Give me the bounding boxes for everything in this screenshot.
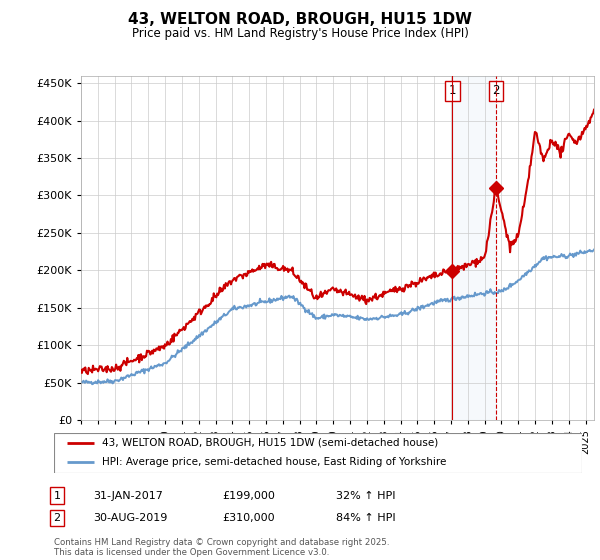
- Bar: [452, 76, 496, 420]
- Text: 31-JAN-2017: 31-JAN-2017: [93, 491, 163, 501]
- Text: 2: 2: [53, 513, 61, 523]
- Text: £199,000: £199,000: [222, 491, 275, 501]
- Text: 32% ↑ HPI: 32% ↑ HPI: [336, 491, 395, 501]
- Text: 2: 2: [492, 84, 500, 97]
- Text: 43, WELTON ROAD, BROUGH, HU15 1DW: 43, WELTON ROAD, BROUGH, HU15 1DW: [128, 12, 472, 27]
- Text: 30-AUG-2019: 30-AUG-2019: [93, 513, 167, 523]
- Text: 1: 1: [53, 491, 61, 501]
- Text: 84% ↑ HPI: 84% ↑ HPI: [336, 513, 395, 523]
- Text: Price paid vs. HM Land Registry's House Price Index (HPI): Price paid vs. HM Land Registry's House …: [131, 27, 469, 40]
- Text: 1: 1: [449, 84, 456, 97]
- Text: HPI: Average price, semi-detached house, East Riding of Yorkshire: HPI: Average price, semi-detached house,…: [101, 457, 446, 467]
- Text: £310,000: £310,000: [222, 513, 275, 523]
- Text: Contains HM Land Registry data © Crown copyright and database right 2025.
This d: Contains HM Land Registry data © Crown c…: [54, 538, 389, 557]
- Text: 43, WELTON ROAD, BROUGH, HU15 1DW (semi-detached house): 43, WELTON ROAD, BROUGH, HU15 1DW (semi-…: [101, 438, 438, 448]
- FancyBboxPatch shape: [54, 433, 582, 473]
